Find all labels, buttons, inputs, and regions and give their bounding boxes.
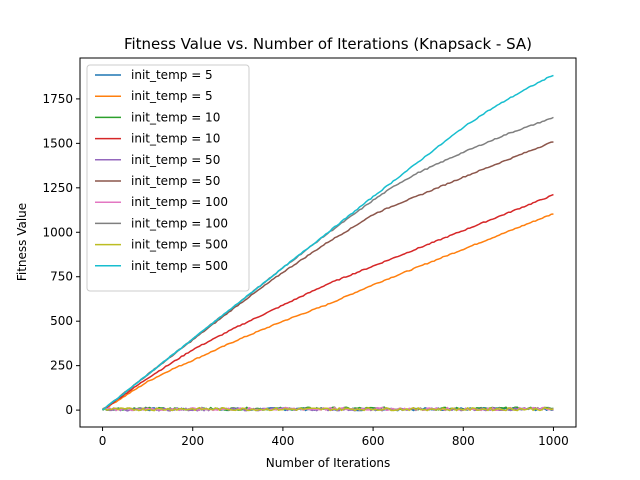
x-axis-label: Number of Iterations [266,456,391,470]
y-tick-label: 500 [50,314,73,328]
x-tick-label: 1000 [538,434,569,448]
legend-entry-label: init_temp = 5 [131,68,213,82]
legend-entry-label: init_temp = 100 [131,195,228,209]
x-tick-label: 400 [271,434,294,448]
series-line-8 [102,406,554,412]
series-line-9 [102,74,554,411]
legend-box [86,64,250,292]
y-tick-label: 250 [50,359,73,373]
y-tick-label: 1250 [42,181,73,195]
y-axis-label: Fitness Value [15,203,29,281]
y-axis: 0 250 500 750 1000 1250 1500 1750 [42,92,80,417]
legend-entry-label: init_temp = 10 [131,132,220,146]
plot-frame [79,57,577,428]
series-line-3 [102,193,554,411]
x-tick-label: 200 [181,434,204,448]
legend-entry-label: init_temp = 10 [131,110,220,124]
legend-entry-label: init_temp = 50 [131,174,220,188]
legend-entry-label: init_temp = 500 [131,238,228,252]
x-tick-label: 0 [99,434,107,448]
legend-entry-label: init_temp = 50 [131,153,220,167]
legend-entry-label: init_temp = 5 [131,89,213,103]
x-tick-label: 600 [362,434,385,448]
legend-entry-label: init_temp = 500 [131,259,228,273]
y-tick-label: 0 [65,403,73,417]
legend-entry-label: init_temp = 100 [131,216,228,230]
chart-title: Fitness Value vs. Number of Iterations (… [124,35,532,53]
y-tick-label: 750 [50,270,73,284]
plot-area [101,74,554,412]
legend: init_temp = 5 init_temp = 5 init_temp = 10… [86,64,250,292]
x-axis: 0 200 400 600 800 1000 [99,427,569,448]
y-tick-label: 1500 [42,136,73,150]
y-tick-label: 1750 [42,92,73,106]
x-tick-label: 800 [452,434,475,448]
series-line-1 [102,213,554,411]
y-tick-label: 1000 [42,225,73,239]
